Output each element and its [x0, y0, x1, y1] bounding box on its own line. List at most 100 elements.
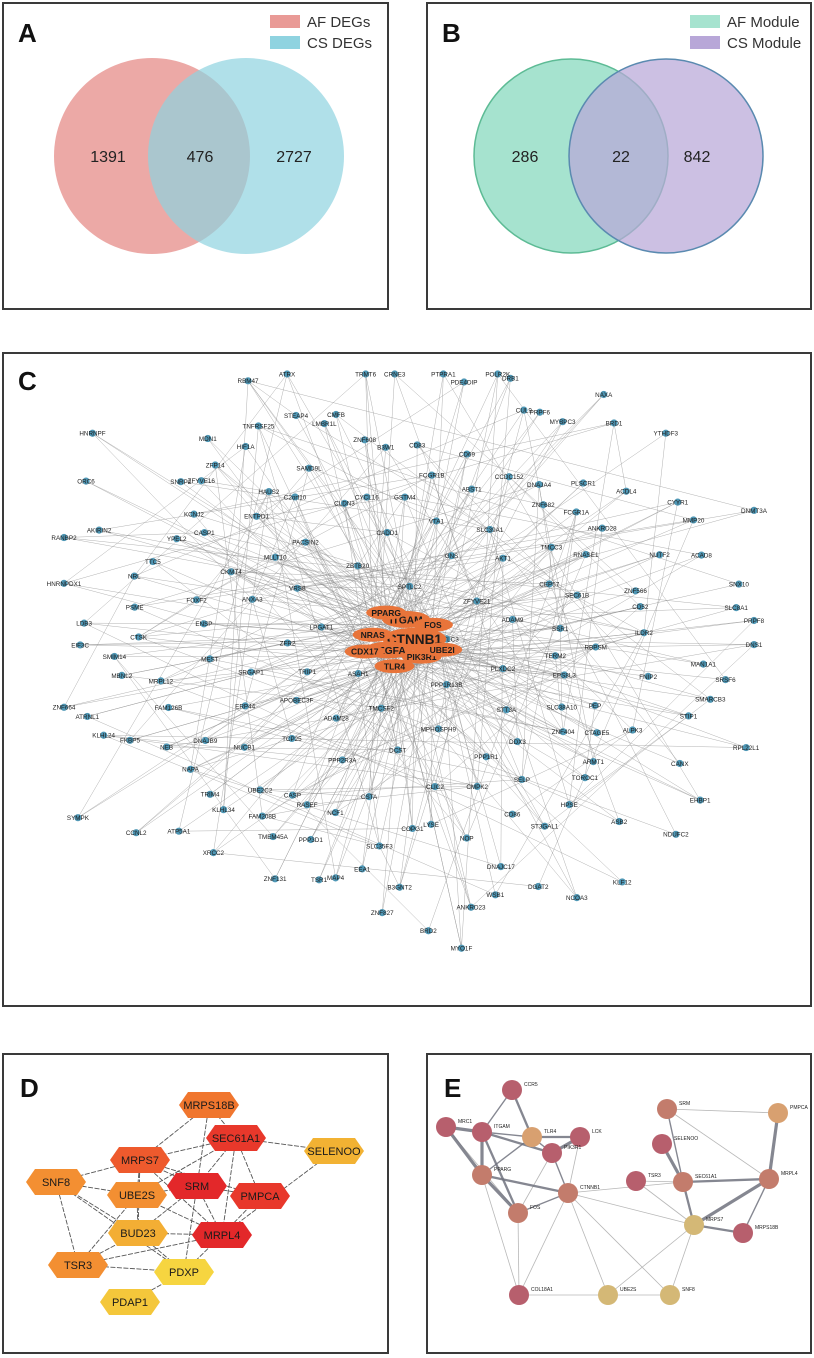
gene-node-dot	[467, 903, 475, 911]
gene-node-dot	[135, 633, 143, 641]
hub-node-label: SRM	[185, 1181, 209, 1193]
network-edge	[121, 642, 288, 676]
gene-node-label: NCF1	[327, 810, 344, 817]
hub-node-label: TLR4	[384, 661, 406, 671]
gene-node-label: STIP1	[680, 713, 698, 720]
network-edge	[138, 588, 298, 638]
gene-node-st3gal1: ST3GAL1	[531, 822, 559, 831]
gene-node-smim14: SMIM14	[103, 652, 127, 661]
network-edge	[324, 423, 443, 650]
gene-node-ankrd28: ANKRD28	[588, 524, 617, 533]
gene-node-ccnl2: CCNL2	[126, 829, 147, 837]
network-edge	[213, 619, 407, 853]
network-edge	[193, 513, 477, 602]
gene-node-label: ILDR2	[635, 630, 653, 637]
network-edge	[394, 373, 636, 592]
network-edge	[335, 414, 448, 640]
network-edge	[247, 380, 518, 742]
gene-node-label: PSME	[126, 605, 144, 612]
network-edge	[385, 497, 406, 613]
network-edge	[114, 656, 276, 879]
gene-node-dot	[408, 824, 417, 833]
gene-node-ttc5: TTC5	[145, 557, 161, 566]
gene-node-hnrnpdx1: HNRNPDX1	[47, 579, 82, 588]
network-edge	[84, 622, 623, 883]
gene-node-cd52: CD52	[632, 603, 649, 611]
gene-node-dot	[547, 543, 555, 551]
network-edge	[204, 532, 645, 633]
gene-node-rnase1: RNASE1	[573, 550, 599, 559]
gene-node-label: CD83	[409, 442, 426, 449]
hub-node-mrps7: MRPS7	[110, 1147, 170, 1173]
string-node-circle	[660, 1285, 680, 1305]
gene-node-dot	[219, 806, 228, 814]
network-edge	[512, 619, 565, 676]
gene-node-dot	[211, 461, 219, 469]
gene-node-dot	[697, 551, 706, 559]
gene-node-slc38a10: SLC38A10	[546, 703, 577, 711]
network-edge	[193, 422, 615, 515]
network-edge	[201, 480, 269, 492]
hub-node-hexagon	[206, 1125, 266, 1151]
panel-a-letter: A	[18, 18, 37, 48]
network-edge	[207, 438, 387, 613]
string-node-label: FOS	[530, 1205, 541, 1211]
network-edge	[258, 425, 365, 652]
network-edge	[417, 444, 649, 677]
gene-node-dot	[742, 743, 750, 752]
gene-node-dot	[332, 410, 340, 419]
gene-node-dot	[305, 464, 313, 472]
gene-node-dot	[600, 390, 608, 399]
gene-node-label: SELP	[514, 777, 530, 784]
gene-node-cldn3: CLDN3	[334, 499, 355, 508]
gene-node-label: PRPF6	[530, 410, 551, 417]
hub-node-hexagon	[167, 1173, 227, 1199]
gene-node-brd1: BRD1	[606, 419, 623, 427]
gene-node-label: DNMT3A	[741, 508, 768, 515]
network-edge	[268, 491, 336, 878]
gene-node-dot	[424, 927, 432, 935]
gene-node-asb2: ASB2	[611, 817, 628, 826]
gene-node-dot	[505, 473, 513, 481]
panel-a: A AF DEGs CS DEGs 1391 476 2727	[2, 2, 389, 310]
gene-node-dot	[82, 477, 90, 485]
network-edge	[365, 373, 422, 657]
gene-node-label: ZNF827	[371, 910, 394, 917]
gene-node-znf827: ZNF827	[371, 909, 394, 917]
network-edge	[414, 501, 678, 640]
gene-node-dns1: DNS1	[746, 640, 763, 649]
gene-node-trim4: TRIM4	[201, 790, 220, 799]
network-edge	[262, 796, 370, 817]
legend-label-af-degs: AF DEGs	[307, 14, 370, 31]
string-node-label: ITGAM	[494, 1124, 510, 1130]
network-edge	[80, 634, 373, 646]
network-edge	[364, 394, 604, 652]
gene-node-dnmt3a: DNMT3A	[741, 506, 768, 515]
gene-node-fcgr1a: FCGR1A	[564, 508, 590, 516]
string-node-col18a1: COL18A1	[509, 1285, 553, 1305]
gene-node-anxa3: ANXA3	[242, 595, 263, 604]
hub-node-label: SEC61A1	[212, 1133, 260, 1145]
gene-node-label: ANXA3	[242, 597, 263, 604]
gene-node-xrcc2: XRCC2	[203, 849, 225, 857]
gene-node-dot	[206, 655, 214, 663]
gene-node-label: VRS8	[289, 586, 306, 593]
gene-node-klhl34: KLHL34	[212, 806, 235, 814]
gene-node-rpl22l1: RPL22L1	[733, 743, 760, 752]
gene-node-dot	[354, 669, 362, 678]
network-edge	[138, 636, 676, 835]
gene-node-dot	[163, 743, 171, 751]
gene-node-dot	[520, 406, 528, 414]
network-edge	[368, 373, 395, 797]
string-node-circle	[542, 1143, 562, 1163]
gene-node-label: MYO1F	[451, 946, 473, 953]
gene-node-label: CMPK2	[466, 784, 488, 791]
string-node-circle	[558, 1183, 578, 1203]
network-edge	[365, 373, 387, 613]
gene-node-label: CYCL16	[355, 494, 379, 501]
string-node-pparg: PPARG	[472, 1165, 511, 1185]
gene-node-label: SSR1	[552, 626, 569, 633]
gene-node-label: CD69	[459, 451, 476, 458]
gene-node-label: SLC35F3	[366, 843, 393, 850]
gene-node-ctage5: CTAGE5	[584, 729, 610, 737]
